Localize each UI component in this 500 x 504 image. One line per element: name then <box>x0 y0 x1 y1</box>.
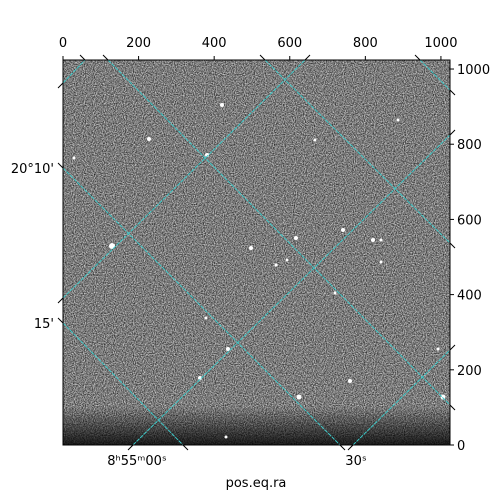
image <box>63 60 450 445</box>
y-tick-label: 600 <box>457 213 482 228</box>
x-tick-label: 600 <box>277 36 302 51</box>
wcs-ticks <box>57 54 456 451</box>
y-tick-label: 200 <box>457 364 482 379</box>
dec-tick-label: 20°10' <box>11 162 54 177</box>
ra-tick-label: 30ˢ <box>345 454 367 469</box>
x-tick-label: 0 <box>59 36 67 51</box>
frame <box>62 59 451 446</box>
x-tick-label: 800 <box>353 36 378 51</box>
x-tick-label: 1000 <box>424 36 457 51</box>
coordinate-grid <box>63 60 450 445</box>
y-tick-label: 0 <box>457 439 465 454</box>
y-tick-label: 1000 <box>457 63 490 78</box>
dec-tick-label: 15' <box>34 317 54 332</box>
y-tick-label: 400 <box>457 289 482 304</box>
y-tick-label: 800 <box>457 138 482 153</box>
x-axis-label: pos.eq.ra <box>226 476 287 491</box>
ra-tick-label: 8ʰ55ᵐ00ˢ <box>107 454 167 469</box>
x-tick-label: 200 <box>126 36 151 51</box>
x-tick-label: 400 <box>202 36 227 51</box>
